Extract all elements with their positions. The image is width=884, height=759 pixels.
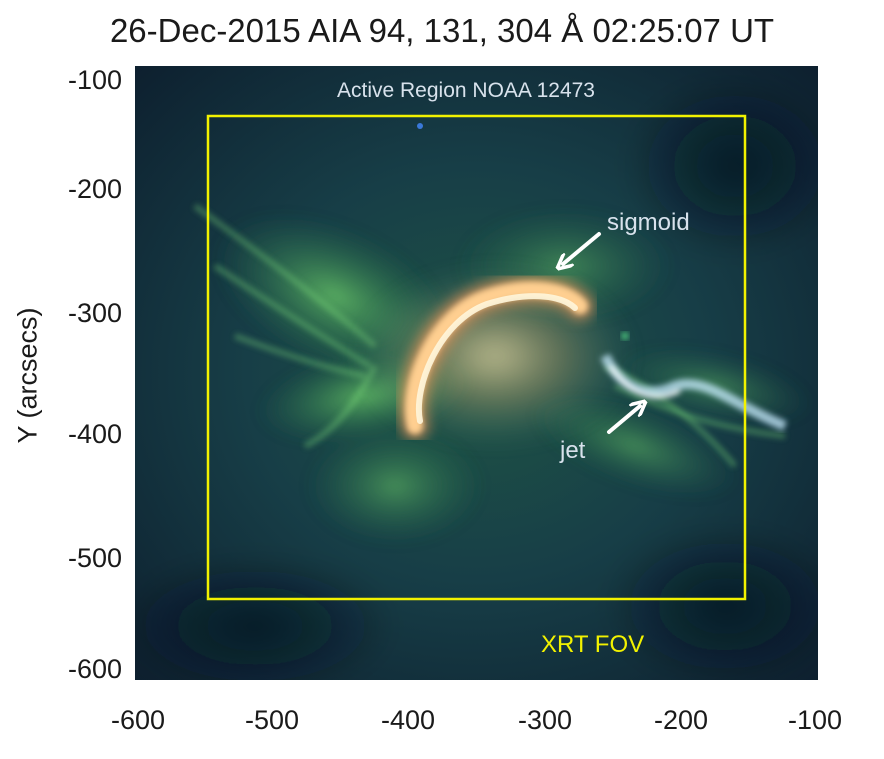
y-tick-label: -100 [67, 65, 122, 95]
jet-arrow-icon [607, 406, 640, 434]
x-tick-label: -500 [244, 705, 300, 735]
sigmoid-arrow-icon [563, 232, 601, 264]
sigmoid-structure [398, 274, 595, 441]
y-tick-label: -600 [67, 654, 122, 684]
x-tick-label: -400 [380, 705, 436, 735]
region-label: Active Region NOAA 12473 [337, 79, 595, 102]
fov-label: XRT FOV [541, 631, 644, 658]
y-tick-label: -500 [67, 543, 122, 573]
x-tick-label: -300 [517, 705, 573, 735]
solar-image-panel: Active Region NOAA 12473 sigmoid jet XRT… [135, 66, 818, 680]
y-tick-label: -200 [67, 174, 122, 204]
jet-label: jet [559, 437, 586, 464]
x-tick-label: -200 [653, 705, 709, 735]
sigmoid-label: sigmoid [607, 209, 690, 236]
x-tick-label: -600 [110, 705, 166, 735]
y-tick-label: -300 [67, 298, 122, 328]
xrt-fov-box [206, 114, 747, 601]
x-tick-label: -100 [787, 705, 843, 735]
jet-structure [600, 353, 787, 431]
y-axis-label: Y (arcsecs) [12, 307, 43, 444]
page-title: 26-Dec-2015 AIA 94, 131, 304 Å 02:25:07 … [109, 12, 775, 49]
solar-image: Active Region NOAA 12473 sigmoid jet XRT… [135, 66, 818, 680]
y-tick-label: -400 [67, 419, 122, 449]
